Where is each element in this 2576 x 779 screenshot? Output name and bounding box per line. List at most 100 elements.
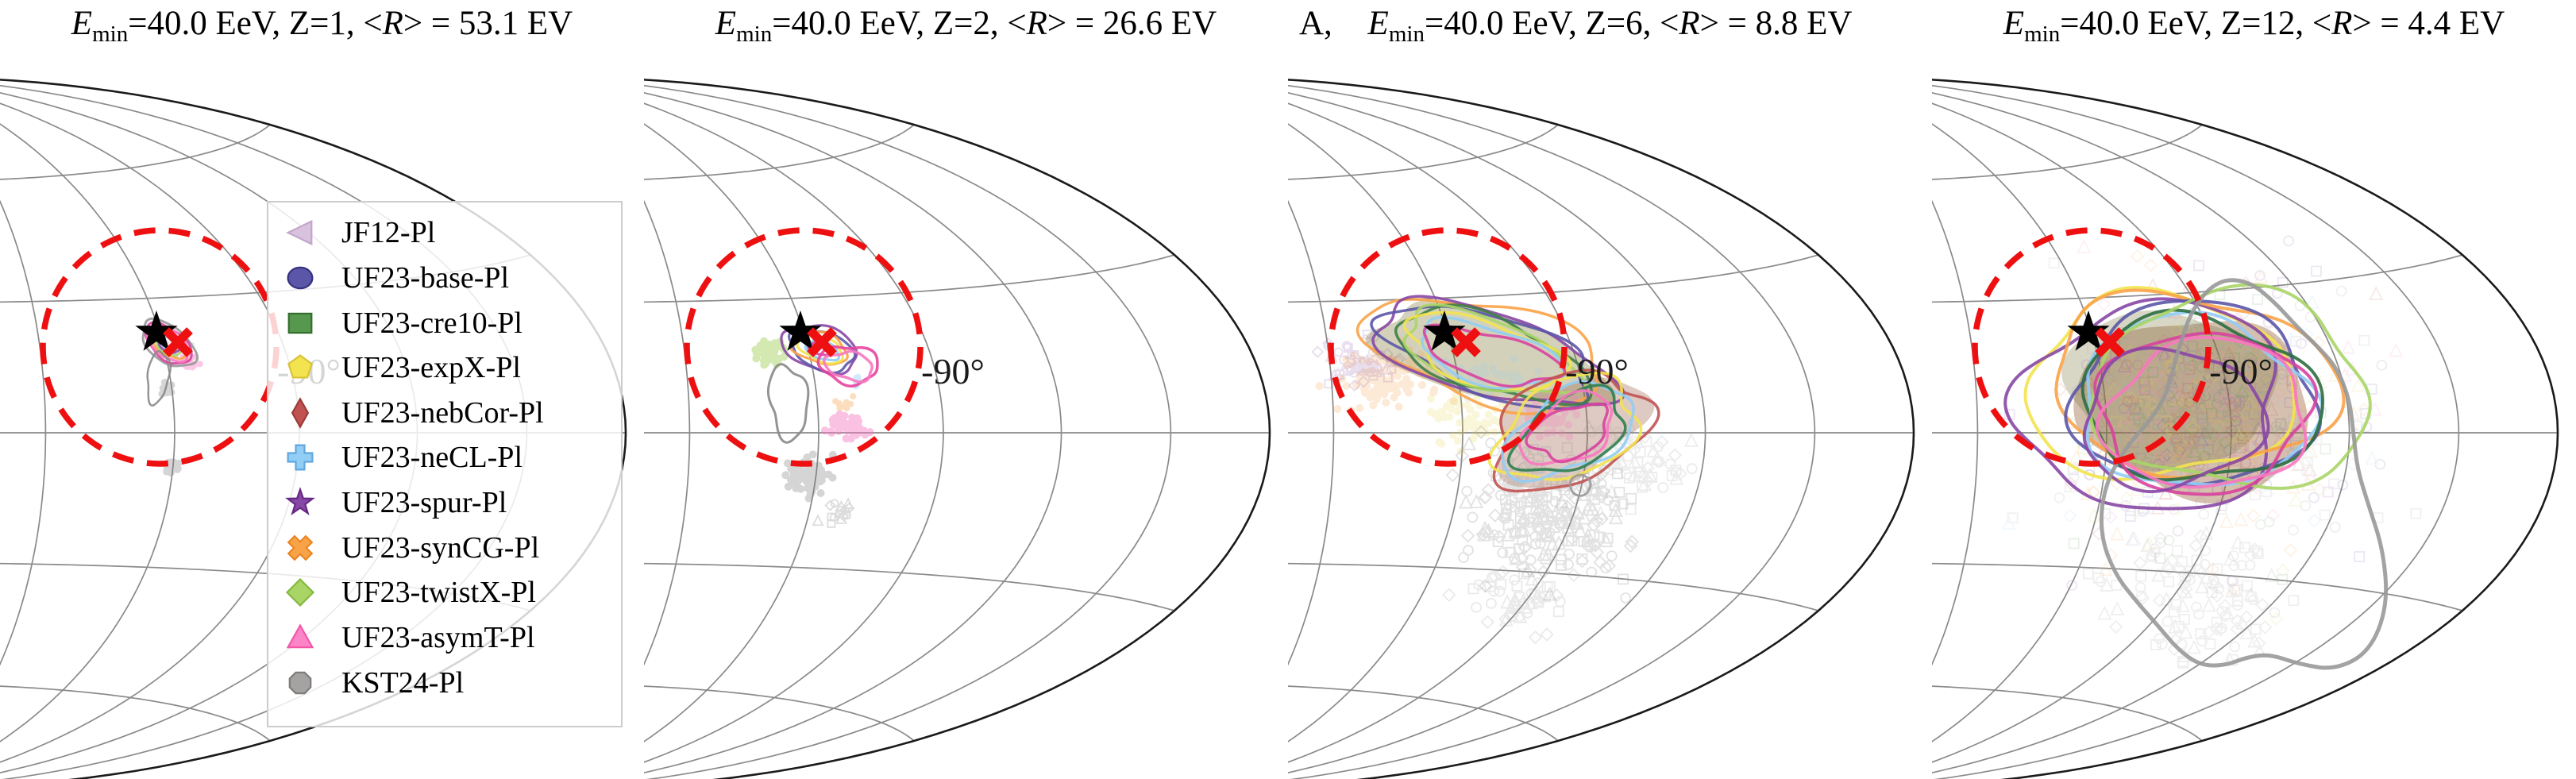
model-contour: [1525, 402, 1610, 464]
model-contour: [2064, 299, 2323, 487]
model-contour: [2093, 331, 2319, 496]
legend-item-label: UF23-base-Pl: [341, 260, 510, 295]
legend-item: KST24-Pl: [283, 665, 621, 700]
model-contour: [2095, 335, 2308, 489]
contour-layer: [1355, 295, 1660, 497]
legend-item: UF23-synCG-Pl: [283, 530, 621, 565]
scatter-layer: [812, 497, 855, 528]
triangle-up-marker-icon: [286, 623, 314, 649]
scatter-layer: [2082, 525, 2300, 669]
triangle-left-marker-icon: [286, 220, 313, 246]
title-text: E: [2003, 5, 2025, 42]
graticule: [1288, 79, 1915, 779]
title-text: E: [71, 5, 93, 42]
centroid-x-marker: [807, 327, 837, 357]
legend-item: UF23-nebCor-Pl: [283, 395, 621, 430]
octagon-marker-icon: [288, 671, 312, 694]
source-star-marker: [1423, 310, 1466, 351]
legend-item-label: UF23-neCL-Pl: [341, 441, 523, 475]
legend-item-label: UF23-asymT-Pl: [341, 620, 535, 654]
projection-boundary: [1288, 79, 1915, 779]
square-marker-icon: [287, 312, 313, 334]
title-text: E: [1367, 5, 1389, 42]
legend-item: JF12-Pl: [283, 215, 621, 250]
contour-layer: [2003, 278, 2389, 670]
scatter-layer: [832, 392, 857, 412]
panel-title: Emin=40.0 EeV, Z=1, <R> = 53.1 EV: [71, 5, 573, 47]
legend-item-label: UF23-twistX-Pl: [341, 576, 536, 610]
pentagon-marker-icon: [287, 354, 313, 379]
panel-title: Emin=40.0 EeV, Z=2, <R> = 26.6 EV: [715, 5, 1217, 47]
star-marker-icon: [285, 487, 315, 516]
model-contour: [1506, 384, 1627, 472]
meridian-label: -90°: [921, 351, 985, 391]
model-contour: [2080, 308, 2324, 482]
legend-item: UF23-cre10-Pl: [283, 306, 621, 341]
model-contour: [1394, 303, 1593, 407]
model-contour: [1487, 371, 1643, 481]
model-contour: [822, 349, 874, 384]
scatter-layer: [820, 410, 874, 443]
centroid-x-marker: [1451, 327, 1481, 357]
circle-marker-icon: [287, 266, 314, 290]
source-star-marker: [2067, 310, 2110, 351]
panel-z6: A, Emin=40.0 EeV, Z=6, <R> = 8.8 EV -90°: [1288, 0, 1932, 779]
centroid-x-marker: [2095, 327, 2125, 357]
projection-boundary: [0, 79, 627, 779]
search-region-dashed-circle: [1328, 227, 1568, 467]
legend-item-label: UF23-synCG-Pl: [341, 530, 540, 565]
model-contour: [1501, 380, 1635, 483]
model-contour: [2054, 288, 2346, 480]
source-star-marker: [135, 310, 178, 351]
centroid-x-marker: [163, 327, 193, 357]
model-contour: [1517, 389, 1614, 466]
panel-title: Emin=40.0 EeV, Z=12, <R> = 4.4 EV: [2003, 5, 2505, 47]
search-region-dashed-circle: [684, 227, 924, 467]
scatter-layer: [781, 450, 837, 503]
sky-map-z12: -90°: [1932, 79, 2559, 779]
legend-item: UF23-neCL-Pl: [283, 440, 621, 475]
scatter-layer: [751, 337, 789, 369]
search-region-dashed-circle: [1972, 227, 2212, 467]
model-contour: [804, 337, 841, 362]
model-contour: [2099, 278, 2389, 670]
sky-map-z6: -90°: [1288, 79, 1915, 779]
legend-item-label: UF23-nebCor-Pl: [341, 395, 544, 430]
legend-item-label: UF23-cre10-Pl: [341, 306, 523, 340]
meridian-label: -90°: [2209, 351, 2273, 391]
projection-boundary: [644, 79, 1271, 779]
panel-z1: Emin=40.0 EeV, Z=1, <R> = 53.1 EV -90° J…: [0, 0, 644, 779]
legend-item: UF23-expX-Pl: [283, 350, 621, 385]
legend-list: JF12-Pl UF23-base-Pl UF23-cre10-Pl UF23-exp…: [268, 202, 621, 713]
diamond-marker-icon: [285, 578, 315, 607]
source-star-marker: [779, 310, 822, 351]
sky-map-z2: -90°: [644, 79, 1271, 779]
scatter-layer: [1441, 565, 1581, 645]
legend-item: UF23-twistX-Pl: [283, 575, 621, 610]
legend-item-label: KST24-Pl: [341, 665, 465, 700]
legend-item: UF23-base-Pl: [283, 260, 621, 295]
legend-item-label: UF23-spur-Pl: [341, 486, 507, 520]
model-contour: [2003, 297, 2277, 511]
model-contour: [146, 349, 172, 407]
legend-box: JF12-Pl UF23-base-Pl UF23-cre10-Pl UF23-exp…: [267, 201, 623, 727]
projection-boundary: [1932, 79, 2559, 779]
meridian-label: -90°: [1565, 351, 1629, 391]
scatter-layer: [1311, 330, 1406, 392]
legend-item-label: JF12-Pl: [341, 216, 436, 250]
model-contour: [766, 363, 810, 444]
graticule: [644, 79, 1271, 779]
title-overflow-fragment: A,: [1299, 5, 1332, 42]
model-contour: [2082, 346, 2270, 494]
diamond-thin-marker-icon: [291, 396, 310, 429]
model-contour: [1568, 473, 1592, 497]
panel-z2: Emin=40.0 EeV, Z=2, <R> = 26.6 EV -90°: [644, 0, 1288, 779]
plus-marker-icon: [287, 444, 314, 471]
legend-item-label: UF23-expX-Pl: [341, 351, 521, 385]
model-contour: [1422, 323, 1567, 388]
panel-title: A, Emin=40.0 EeV, Z=6, <R> = 8.8 EV: [1288, 0, 1932, 48]
legend-item: UF23-asymT-Pl: [283, 620, 621, 655]
sky-map-z1: -90°: [0, 79, 627, 779]
title-text: E: [715, 5, 737, 42]
